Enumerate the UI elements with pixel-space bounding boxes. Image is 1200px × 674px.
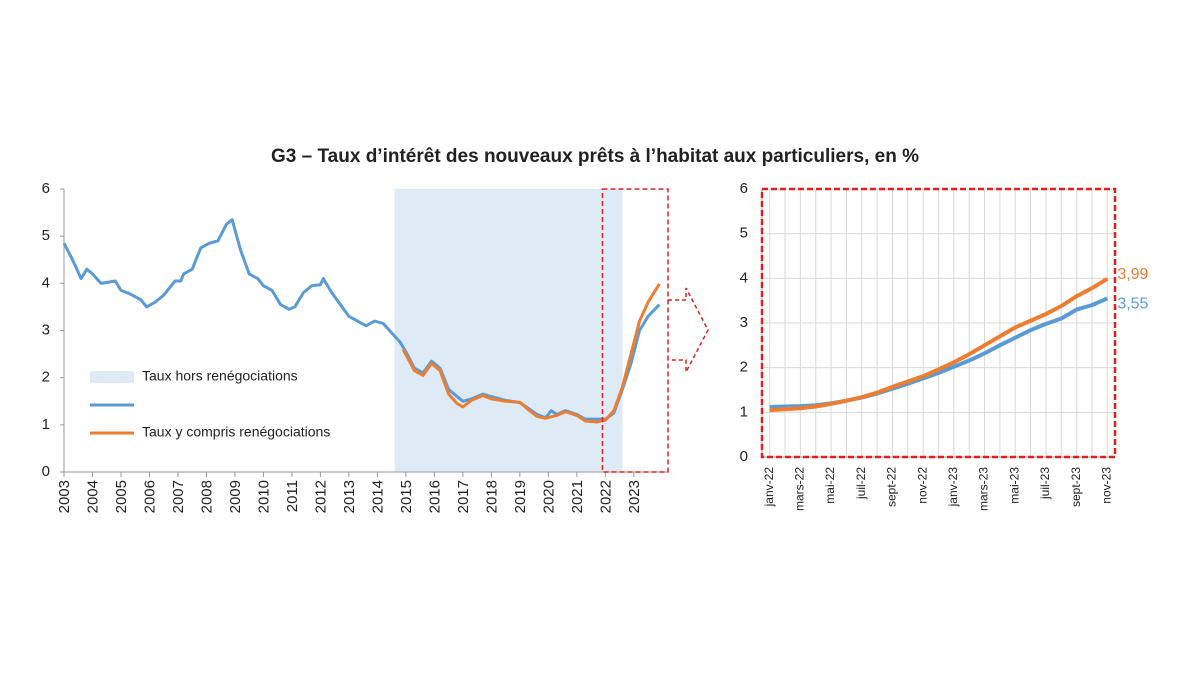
- x-tick-label: 2023: [626, 480, 643, 513]
- x-tick-label: 2012: [312, 480, 329, 513]
- x-tick-label: 2013: [341, 480, 358, 513]
- x-tick-label: 2009: [227, 480, 244, 513]
- x-tick-label: 2016: [426, 480, 443, 513]
- shaded-band: [394, 189, 623, 472]
- x-tick-label: sept-23: [1069, 467, 1083, 507]
- y-tick-label: 4: [740, 269, 748, 286]
- y-tick-label: 0: [42, 463, 50, 480]
- x-tick-label: mars-22: [793, 467, 807, 511]
- plot-border: [760, 187, 1117, 459]
- x-tick-label: 2015: [398, 480, 415, 513]
- y-tick-label: 1: [42, 416, 50, 433]
- x-tick-label: juil-22: [854, 467, 868, 500]
- x-tick-label: 2010: [255, 480, 272, 513]
- series-line: [62, 218, 661, 421]
- zoom-arrow: [668, 287, 709, 373]
- x-tick-label: 2003: [56, 480, 73, 513]
- y-tick-label: 4: [42, 274, 50, 291]
- legend-swatch-band: [90, 371, 134, 383]
- x-tick-label: juil-23: [1038, 467, 1052, 500]
- x-tick-label: 2005: [113, 480, 130, 513]
- y-tick-label: 0: [740, 448, 748, 465]
- x-tick-label: nov-22: [915, 467, 929, 504]
- x-tick-label: 2018: [483, 480, 500, 513]
- series-line: [769, 277, 1109, 413]
- y-tick-label: 3: [740, 314, 748, 331]
- x-tick-label: 2004: [84, 480, 101, 513]
- series-line: [401, 283, 661, 424]
- legend-label: Taux hors renégociations: [142, 368, 298, 384]
- legend-label: Taux y compris renégociations: [142, 424, 330, 440]
- x-tick-label: mai-23: [1007, 467, 1021, 504]
- x-tick-label: sept-22: [885, 467, 899, 507]
- x-tick-label: 2006: [141, 480, 158, 513]
- y-tick-label: 5: [42, 227, 50, 244]
- y-tick-label: 5: [740, 225, 748, 242]
- x-tick-label: 2007: [170, 480, 187, 513]
- end-label: 3,99: [1117, 266, 1148, 283]
- x-tick-label: 2008: [198, 480, 215, 513]
- y-tick-label: 1: [740, 403, 748, 420]
- x-tick-label: 2022: [597, 480, 614, 513]
- end-label: 3,55: [1117, 296, 1148, 313]
- x-tick-label: 2017: [455, 480, 472, 513]
- y-tick-label: 2: [42, 369, 50, 386]
- y-tick-label: 6: [740, 180, 748, 197]
- x-tick-label: 2019: [512, 480, 529, 513]
- zoom-box: [601, 188, 669, 473]
- x-tick-label: mai-22: [823, 467, 837, 504]
- x-tick-label: 2014: [369, 480, 386, 513]
- x-tick-label: janv-22: [762, 467, 776, 508]
- x-tick-label: janv-23: [946, 467, 960, 508]
- y-tick-label: 6: [42, 180, 50, 197]
- y-tick-label: 3: [42, 321, 50, 338]
- x-tick-label: mars-23: [977, 467, 991, 511]
- figure-title: G3 – Taux d’intérêt des nouveaux prêts à…: [271, 146, 919, 167]
- x-tick-label: 2011: [284, 480, 301, 512]
- y-tick-label: 2: [740, 359, 748, 376]
- x-tick-label: 2021: [569, 480, 586, 513]
- x-tick-label: 2020: [540, 480, 557, 513]
- x-tick-label: nov-23: [1099, 467, 1113, 504]
